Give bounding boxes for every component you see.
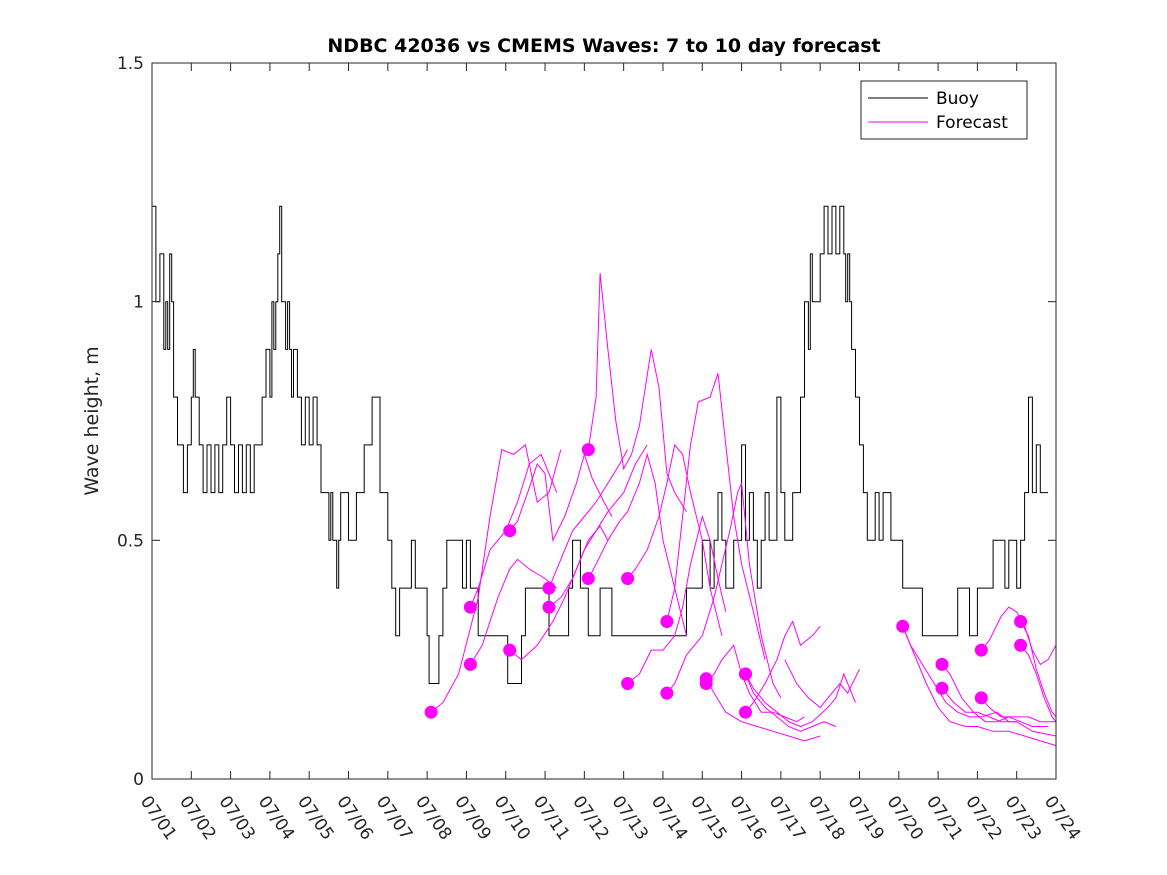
- forecast-start-marker: [974, 691, 988, 705]
- legend-box: [860, 80, 1028, 140]
- forecast-start-marker: [503, 643, 517, 657]
- forecast-series-line: [941, 664, 1049, 727]
- y-tick-label: 0: [133, 770, 144, 790]
- forecast-series-line: [941, 687, 1057, 737]
- forecast-series-line: [745, 620, 821, 713]
- forecast-series-line: [587, 272, 687, 512]
- forecast-start-marker: [739, 705, 752, 719]
- forecast-series-line: [548, 449, 629, 589]
- forecast-start-marker: [1014, 615, 1028, 628]
- forecast-series-line: [745, 672, 856, 728]
- legend: Buoy Forecast: [860, 80, 1028, 140]
- chart-title: NDBC 42036 vs CMEMS Waves: 7 to 10 day f…: [327, 35, 880, 57]
- forecast-series-line: [430, 443, 562, 713]
- forecast-series-line: [666, 482, 782, 699]
- forecast-start-marker: [896, 619, 910, 633]
- forecast-start-marker: [739, 667, 752, 681]
- forecast-series-line: [627, 514, 727, 684]
- forecast-start-marker: [621, 677, 635, 690]
- forecast-series-line: [666, 373, 766, 660]
- forecast-start-marker: [424, 705, 438, 719]
- forecast-start-marker: [699, 672, 713, 686]
- forecast-start-marker: [621, 572, 635, 585]
- plot-area: [152, 63, 1056, 779]
- forecast-series-line: [784, 659, 860, 709]
- forecast-series-line: [745, 673, 837, 732]
- forecast-start-marker: [660, 686, 674, 700]
- y-axis-label: Wave height, m: [81, 346, 103, 495]
- forecast-start-marker: [542, 581, 556, 595]
- forecast-start-marker: [581, 443, 595, 457]
- forecast-start-marker: [542, 600, 556, 614]
- forecast-start-marker: [660, 615, 674, 628]
- y-tick-label: 0.5: [117, 531, 144, 551]
- forecast-series-line: [469, 453, 558, 608]
- forecast-start-marker: [974, 643, 988, 657]
- forecast-series-line: [1020, 644, 1057, 723]
- data-layer: [152, 205, 1057, 747]
- forecast-series-line: [705, 678, 821, 742]
- forecast-series-line: [469, 558, 558, 665]
- y-tick-label: 1.5: [117, 54, 144, 74]
- forecast-start-marker: [935, 657, 949, 671]
- forecast-start-marker: [935, 681, 949, 695]
- forecast-series-line: [902, 626, 1057, 747]
- forecast-series-line: [980, 697, 1056, 723]
- forecast-start-marker: [581, 572, 595, 585]
- plot-frame: [151, 62, 1057, 780]
- buoy-series-line: [152, 205, 1049, 684]
- forecast-series-line: [1020, 621, 1057, 718]
- forecast-series-line: [587, 452, 687, 636]
- forecast-start-marker: [1014, 638, 1028, 652]
- legend-forecast-label: Forecast: [936, 113, 1008, 133]
- forecast-series-line: [627, 443, 723, 636]
- forecast-start-marker: [463, 600, 477, 614]
- legend-buoy-label: Buoy: [936, 89, 979, 109]
- forecast-series-line: [509, 452, 613, 543]
- forecast-start-marker: [503, 524, 517, 538]
- forecast-series-line: [705, 644, 805, 723]
- y-tick-label: 1: [133, 293, 144, 313]
- forecast-series-line: [548, 444, 648, 608]
- forecast-start-marker: [463, 657, 477, 671]
- forecast-series-line: [902, 626, 1017, 723]
